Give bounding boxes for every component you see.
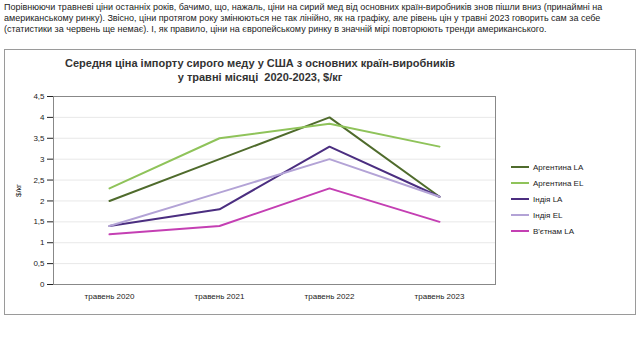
html-text:Індія LA: Індія LA bbox=[533, 194, 563, 204]
svg-text:травень 2021: травень 2021 bbox=[195, 292, 245, 301]
svg-text:травень 2020: травень 2020 bbox=[85, 292, 135, 301]
svg-text:0,5: 0,5 bbox=[33, 259, 45, 268]
svg-text:2: 2 bbox=[40, 197, 45, 206]
svg-text:3,5: 3,5 bbox=[33, 134, 45, 143]
svg-text:травень 2023: травень 2023 bbox=[415, 292, 465, 301]
html-text:Середня ціна імпорту сирого ме: Середня ціна імпорту сирого меду у США з… bbox=[65, 57, 455, 83]
svg-text:$/кг: $/кг bbox=[14, 184, 23, 197]
html-text:Індія EL: Індія EL bbox=[533, 210, 563, 220]
svg-text:1,5: 1,5 bbox=[33, 217, 45, 226]
html-text:В'єтнам LA: В'єтнам LA bbox=[533, 226, 574, 236]
svg-text:2,5: 2,5 bbox=[33, 176, 45, 185]
svg-text:0: 0 bbox=[40, 280, 45, 289]
svg-text:3: 3 bbox=[40, 155, 45, 164]
svg-text:4,5: 4,5 bbox=[33, 92, 45, 101]
svg-text:1: 1 bbox=[40, 238, 45, 247]
svg-text:травень 2022: травень 2022 bbox=[305, 292, 355, 301]
html-text:Порівнюючи травневі ціни остан: Порівнюючи травневі ціни останніх років,… bbox=[4, 2, 603, 34]
html-text:Аргентина EL: Аргентина EL bbox=[533, 178, 584, 188]
html-text:Аргентина LA: Аргентина LA bbox=[533, 162, 584, 172]
svg-text:4: 4 bbox=[40, 113, 45, 122]
